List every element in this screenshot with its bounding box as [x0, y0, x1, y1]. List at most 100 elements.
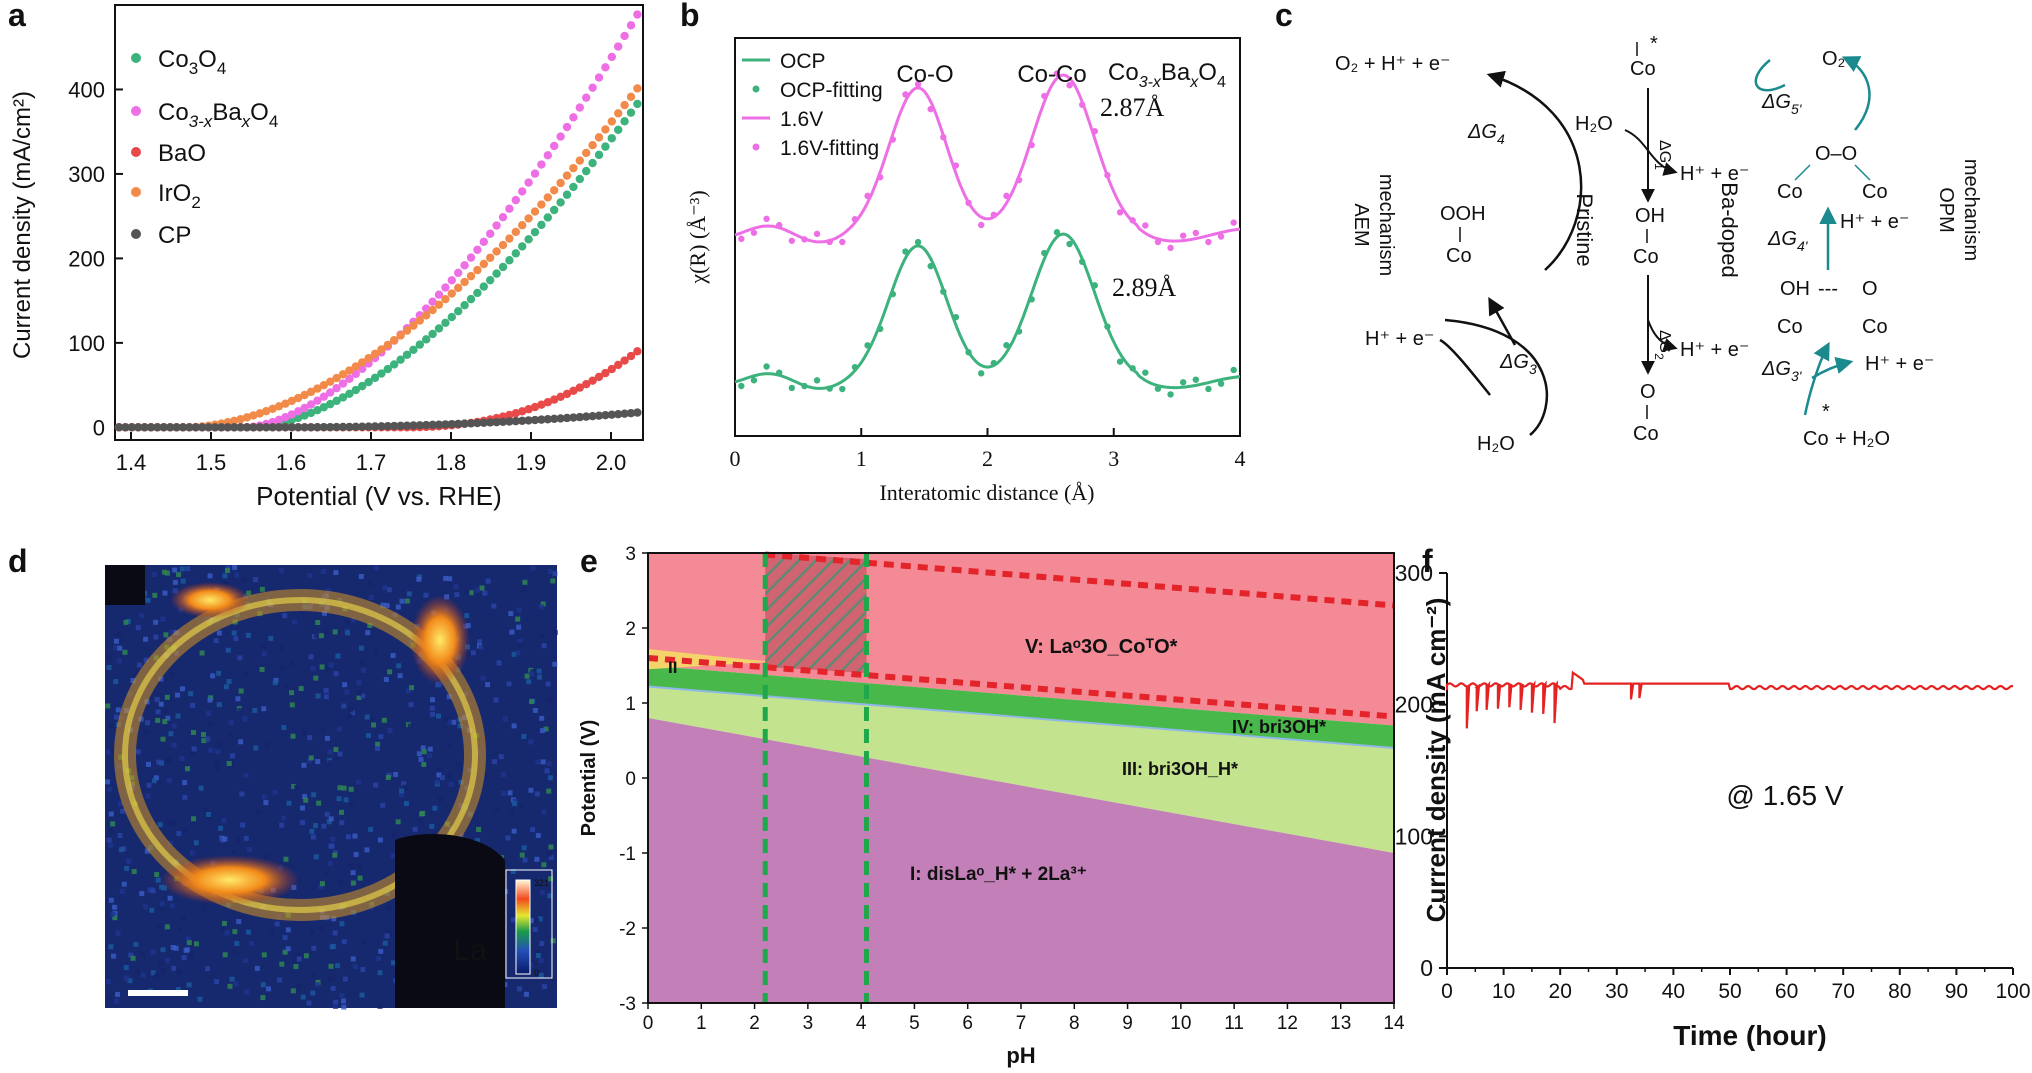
noise-pixel: [279, 822, 285, 828]
noise-pixel: [529, 699, 535, 705]
noise-pixel: [541, 643, 547, 649]
noise-pixel: [145, 793, 151, 799]
noise-pixel: [526, 679, 532, 685]
noise-pixel: [180, 578, 186, 584]
data-point: [505, 410, 514, 420]
data-point: [511, 408, 520, 418]
noise-pixel: [122, 649, 128, 655]
data-point: [498, 417, 508, 427]
noise-pixel: [193, 840, 199, 846]
data-point: [479, 237, 488, 247]
data-point: [434, 290, 444, 299]
noise-pixel: [293, 964, 299, 970]
data-point: [370, 349, 380, 359]
noise-pixel: [496, 660, 502, 666]
noise-pixel: [106, 995, 112, 1001]
y-tick-label: 300: [1395, 560, 1433, 586]
fitting-point: [864, 342, 871, 349]
data-point: [268, 423, 277, 432]
noise-pixel: [269, 930, 275, 936]
noise-pixel: [307, 572, 313, 578]
noise-pixel: [326, 819, 332, 825]
panel-e-y-label: Potential (V): [578, 720, 600, 837]
panel-f-stability-chart: 0 10 20 30 40 50 60 70 80 90 100 0 100 200 300 Time (…: [1395, 560, 2031, 1051]
x-tick-label: 0: [1441, 980, 1453, 1003]
noise-pixel: [343, 797, 349, 803]
noise-pixel: [231, 630, 237, 636]
noise-pixel: [502, 716, 508, 722]
noise-pixel: [171, 723, 177, 729]
fitting-point: [1167, 391, 1174, 398]
noise-pixel: [157, 822, 163, 828]
data-point: [402, 350, 412, 359]
c-o-bottom: O: [1640, 381, 1656, 403]
fitting-point: [1116, 358, 1124, 365]
noise-pixel: [228, 720, 234, 726]
data-point: [319, 392, 328, 401]
x-tick-label: 10: [1492, 980, 1515, 1003]
noise-pixel: [108, 828, 114, 834]
data-point: [134, 423, 143, 432]
noise-pixel: [208, 747, 214, 753]
fitting-point: [1230, 219, 1237, 226]
panel-b-x-ticks: 0 1 2 3 4: [730, 428, 1246, 471]
noise-pixel: [181, 915, 187, 921]
noise-pixel: [390, 653, 396, 659]
fitting-point: [1217, 233, 1225, 240]
noise-pixel: [245, 632, 251, 638]
y-tick-label: 200: [1395, 692, 1433, 718]
data-point: [530, 207, 540, 216]
noise-pixel: [426, 753, 432, 759]
data-point: [460, 277, 469, 287]
noise-pixel: [480, 675, 486, 681]
noise-pixel: [416, 576, 422, 582]
noise-pixel: [547, 697, 553, 703]
noise-pixel: [120, 808, 126, 814]
noise-pixel: [321, 569, 327, 575]
noise-pixel: [337, 726, 343, 732]
panel-b-legend: OCP OCP-fitting 1.6V 1.6V-fitting: [742, 50, 883, 160]
noise-pixel: [272, 789, 278, 795]
panel-letter-f: f: [1422, 543, 1433, 579]
data-point: [447, 419, 456, 429]
data-point: [236, 414, 245, 424]
noise-pixel: [429, 823, 435, 829]
noise-pixel: [184, 947, 190, 953]
noise-pixel: [492, 759, 498, 765]
c-opm-o: O: [1862, 278, 1878, 300]
noise-pixel: [168, 840, 174, 846]
noise-pixel: [159, 760, 165, 766]
noise-pixel: [332, 629, 338, 635]
noise-pixel: [348, 786, 354, 792]
noise-pixel: [352, 963, 358, 969]
data-point: [287, 396, 296, 406]
noise-pixel: [164, 924, 170, 930]
noise-pixel: [164, 694, 170, 700]
c-opm-arrow-o2b: [1754, 59, 1786, 92]
noise-pixel: [510, 868, 516, 874]
noise-pixel: [479, 585, 485, 591]
noise-pixel: [117, 645, 123, 651]
data-point: [582, 93, 591, 102]
noise-pixel: [378, 734, 384, 740]
noise-pixel: [296, 983, 302, 989]
noise-pixel: [214, 979, 220, 985]
noise-pixel: [319, 727, 325, 733]
c-oo-co-right: Co: [1862, 181, 1888, 203]
data-point: [428, 305, 437, 315]
data-point: [460, 261, 469, 270]
data-point: [550, 395, 559, 404]
data-point: [473, 245, 482, 254]
noise-pixel: [520, 587, 526, 593]
fitting-point: [788, 237, 796, 244]
noise-pixel: [328, 816, 334, 822]
data-point: [562, 171, 572, 180]
d-la-label: La: [453, 934, 487, 967]
data-point: [351, 385, 360, 395]
x-tick-label: 60: [1775, 980, 1798, 1003]
fitting-point: [801, 236, 808, 243]
panel-e-regions: [647, 551, 1395, 1003]
c-oh-mid: OH: [1635, 205, 1665, 227]
data-point: [204, 423, 213, 432]
noise-pixel: [530, 565, 536, 571]
